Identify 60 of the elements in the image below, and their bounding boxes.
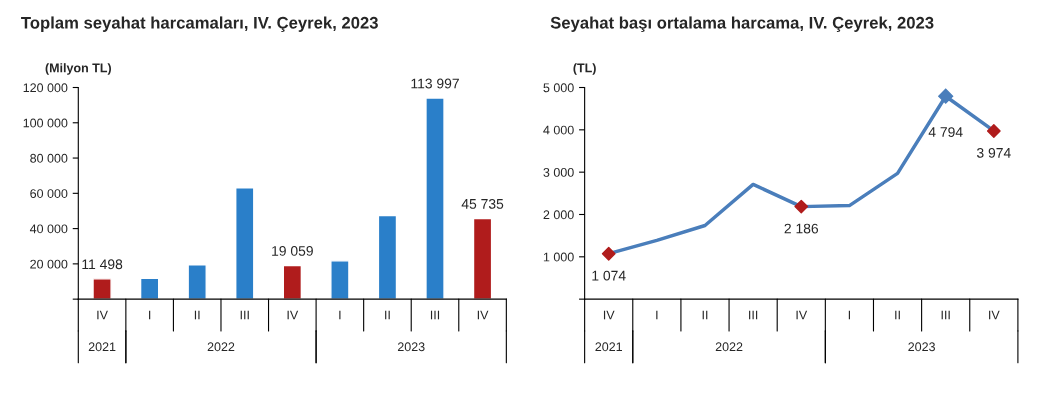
x-tick-label: IV xyxy=(287,310,299,320)
x-tick-label: I xyxy=(656,310,658,320)
bar xyxy=(235,186,255,300)
data-label: 1 074 xyxy=(592,270,626,281)
point xyxy=(601,246,616,261)
data-label: 113 997 xyxy=(411,78,459,89)
data-label: 2 186 xyxy=(784,223,819,234)
y-axis-title: (TL) xyxy=(573,63,596,75)
data-label: 3 974 xyxy=(976,147,1011,158)
bar xyxy=(472,217,493,300)
x-tick-label: II xyxy=(385,310,390,320)
x-tick-label: IV xyxy=(477,310,489,320)
y-tick-label: 3 000 xyxy=(543,167,574,177)
x-tick-label: IV xyxy=(796,310,808,320)
bar xyxy=(92,278,112,300)
bar xyxy=(187,264,207,300)
x-tick-label: IV xyxy=(989,310,1000,320)
x-tick-label: III xyxy=(430,310,440,320)
y-tick-label: 2 000 xyxy=(543,210,574,220)
x-tick-label: IV xyxy=(603,310,615,320)
y-tick-label: 4 000 xyxy=(543,125,574,135)
y-tick-label: 40 000 xyxy=(29,224,68,234)
bar xyxy=(425,97,445,300)
text: 2021 xyxy=(595,342,623,352)
data-label: 19 059 xyxy=(272,246,313,256)
bar xyxy=(330,260,350,300)
data-label: 4 794 xyxy=(928,127,963,137)
text: 2023 xyxy=(908,342,935,352)
x-tick-label: III xyxy=(749,310,758,320)
point xyxy=(938,88,954,104)
x-tick-label: II xyxy=(895,310,900,320)
text: 2022 xyxy=(207,342,235,352)
x-tick-label: II xyxy=(702,310,708,320)
y-tick-label: 20 000 xyxy=(30,259,68,269)
y-tick-label: 80 000 xyxy=(30,153,68,163)
x-tick-label: IV xyxy=(97,310,108,320)
y-tick-label: 5 000 xyxy=(543,83,574,93)
point xyxy=(986,124,1001,138)
x-tick-label: I xyxy=(149,310,151,320)
y-tick-label: 120 000 xyxy=(23,83,68,93)
data-label: 45 735 xyxy=(461,198,504,209)
x-tick-label: I xyxy=(339,310,341,320)
text: 2021 xyxy=(88,342,116,352)
x-tick-label: III xyxy=(240,310,249,320)
bar xyxy=(139,277,160,300)
data-label: 11 498 xyxy=(82,259,123,270)
text: 2022 xyxy=(715,342,743,352)
y-tick-label: 60 000 xyxy=(30,189,68,198)
bar xyxy=(377,214,398,300)
bar xyxy=(282,264,303,300)
chart-title: Toplam seyahat harcamaları, IV. Çeyrek, 2023 xyxy=(21,16,378,32)
y-tick-label: 100 000 xyxy=(23,118,68,128)
y-tick-label: 1 000 xyxy=(543,252,574,262)
text: 2023 xyxy=(397,342,425,352)
x-tick-label: III xyxy=(941,310,950,320)
x-tick-label: I xyxy=(848,310,850,320)
y-axis-title: (Milyon TL) xyxy=(45,63,112,75)
chart-title: Seyahat başı ortalama harcama, IV. Çeyrek, 2023 xyxy=(550,16,934,32)
point xyxy=(794,199,809,214)
x-tick-label: II xyxy=(194,310,200,320)
